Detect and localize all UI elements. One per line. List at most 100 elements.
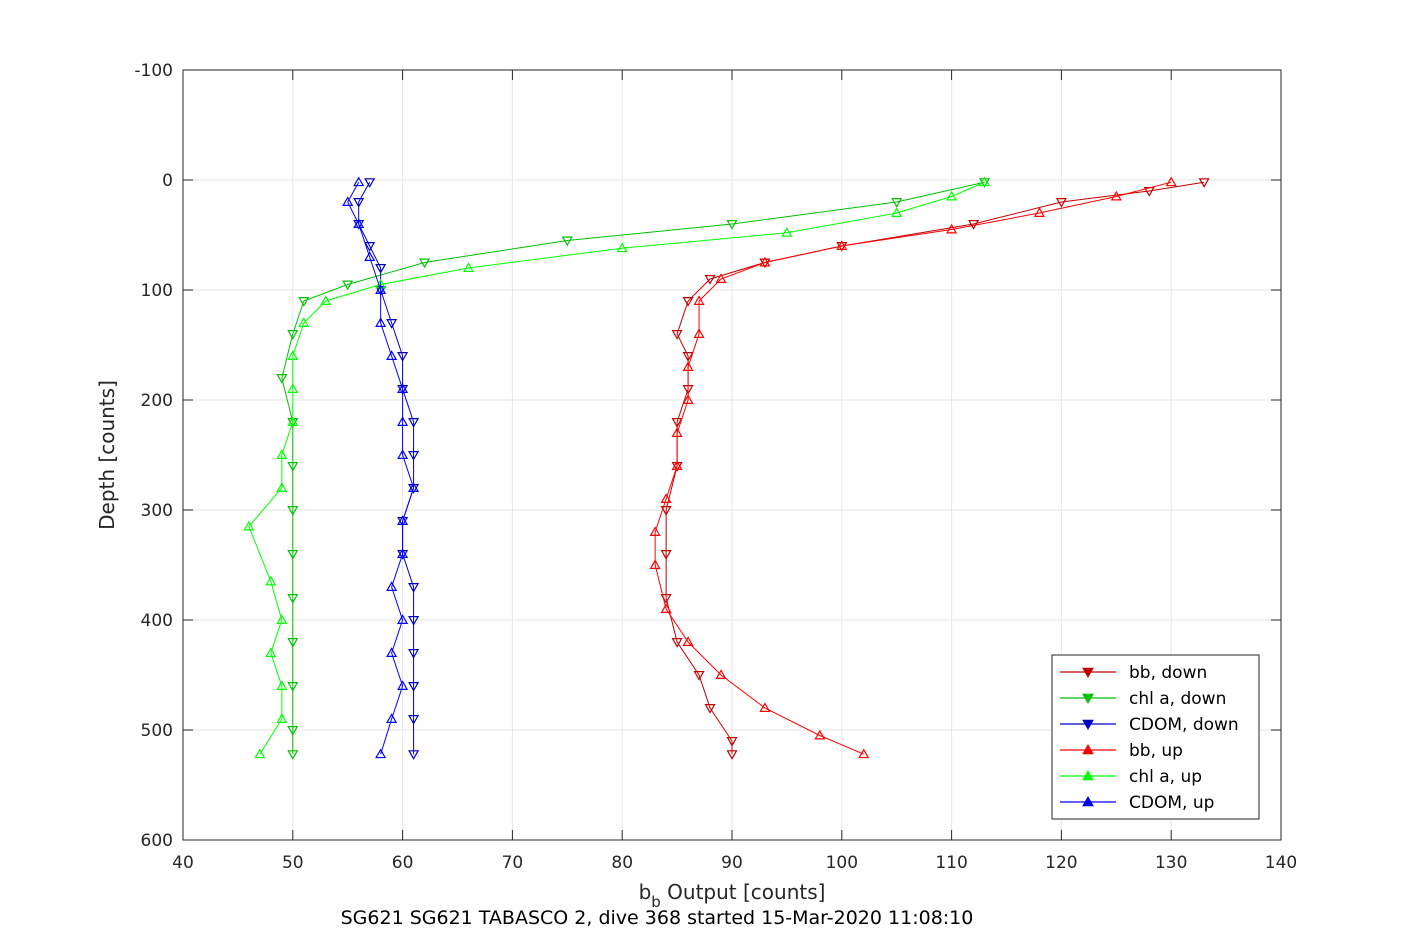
legend-item: bb, down — [1060, 663, 1207, 683]
data-point — [408, 715, 420, 725]
series-cdom-up — [342, 176, 420, 759]
legend-item: CDOM, up — [1060, 793, 1214, 813]
data-point — [287, 550, 299, 560]
x-tick-label: 60 — [392, 853, 414, 873]
x-tick-label: 40 — [172, 853, 194, 873]
legend-label: chl a, down — [1129, 689, 1226, 709]
data-point — [276, 680, 288, 690]
data-point — [276, 374, 288, 384]
data-point — [287, 383, 299, 393]
x-tick-label: 90 — [721, 853, 743, 873]
data-point — [836, 240, 848, 250]
data-point — [386, 581, 398, 591]
data-point — [462, 262, 475, 272]
data-point — [1033, 207, 1045, 217]
data-point — [682, 361, 694, 371]
data-point — [1198, 178, 1210, 188]
y-tick-label: 100 — [141, 281, 173, 301]
y-tick-label: 600 — [141, 831, 173, 851]
y-tick-label: -100 — [134, 61, 173, 81]
data-point — [726, 220, 738, 230]
data-point — [726, 750, 738, 760]
data-point — [408, 750, 420, 760]
legend-item: chl a, down — [1060, 689, 1226, 709]
data-point — [375, 284, 387, 294]
data-point — [287, 638, 299, 648]
data-point — [397, 515, 409, 525]
legend-marker — [1082, 743, 1094, 755]
data-point — [671, 460, 683, 470]
data-point — [561, 236, 573, 247]
data-point — [375, 264, 387, 274]
x-tick-label: 130 — [1155, 853, 1187, 873]
y-tick-label: 300 — [141, 501, 173, 521]
data-point — [682, 352, 694, 362]
data-point — [979, 176, 991, 187]
series-bb-up — [649, 176, 1177, 759]
y-tick-label: 500 — [141, 721, 173, 741]
data-point — [891, 207, 903, 217]
data-point — [320, 295, 332, 305]
legend-label: bb, up — [1129, 741, 1183, 761]
data-point — [287, 330, 299, 340]
data-point — [397, 416, 409, 426]
data-point — [946, 190, 958, 201]
y-tick-label: 400 — [141, 611, 173, 631]
x-axis-label: bb Output [counts] — [639, 880, 826, 911]
data-point — [342, 196, 354, 206]
data-point — [298, 317, 310, 327]
x-tick-label: 70 — [502, 853, 524, 873]
data-point — [891, 198, 903, 208]
data-point — [287, 682, 299, 692]
legend-marker — [1082, 719, 1094, 731]
data-point — [397, 548, 409, 558]
data-point — [276, 614, 288, 624]
data-point — [660, 550, 672, 560]
data-point — [243, 520, 255, 531]
data-point — [353, 176, 365, 187]
data-point — [704, 275, 716, 285]
data-point — [276, 713, 288, 723]
data-point — [287, 350, 299, 360]
data-point — [386, 319, 398, 329]
data-point — [759, 256, 771, 267]
legend-label: CDOM, up — [1129, 793, 1214, 813]
y-axis-label: Depth [counts] — [95, 380, 119, 530]
data-point — [781, 227, 793, 237]
legend-label: bb, down — [1129, 663, 1207, 683]
data-point — [704, 704, 716, 714]
data-point — [386, 713, 398, 723]
legend-marker — [1082, 769, 1094, 781]
data-point — [364, 251, 376, 261]
data-point — [364, 242, 376, 252]
data-point — [715, 273, 727, 283]
data-point — [682, 636, 694, 646]
data-point — [671, 418, 683, 428]
chart-title: SG621 SG621 TABASCO 2, dive 368 started … — [341, 907, 974, 929]
data-point — [342, 280, 354, 291]
data-point — [254, 748, 266, 759]
x-tick-label: 80 — [611, 853, 633, 873]
data-point — [408, 649, 420, 659]
data-point — [814, 729, 826, 740]
series-line — [358, 181, 415, 755]
series-line — [281, 181, 985, 755]
series-chl-a-up — [243, 176, 991, 759]
legend-label: chl a, up — [1129, 767, 1202, 787]
data-point — [287, 462, 299, 472]
data-point — [408, 583, 420, 593]
data-point — [759, 702, 771, 712]
data-point — [265, 575, 277, 586]
data-point — [1165, 176, 1177, 187]
x-tick-label: 50 — [282, 853, 304, 873]
data-point — [408, 418, 420, 428]
series-line — [248, 181, 985, 755]
x-tick-label: 140 — [1265, 853, 1297, 873]
data-point — [671, 330, 683, 340]
data-point — [287, 594, 299, 604]
legend-label: CDOM, down — [1129, 715, 1239, 735]
x-axis-label-rest: Output [counts] — [661, 880, 826, 904]
data-point — [386, 350, 398, 360]
data-point — [419, 258, 431, 269]
data-point — [408, 616, 420, 626]
